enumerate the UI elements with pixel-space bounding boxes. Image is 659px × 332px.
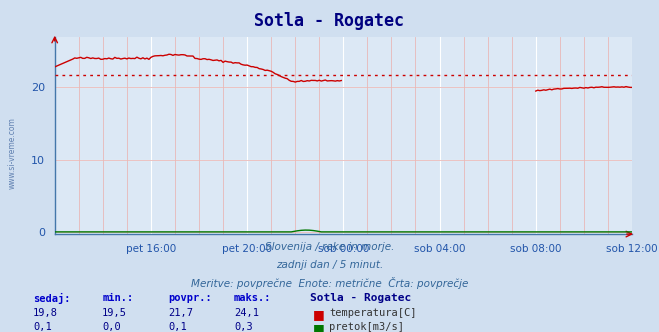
Text: 19,8: 19,8: [33, 308, 58, 318]
Text: maks.:: maks.:: [234, 293, 272, 303]
Text: Meritve: povprečne  Enote: metrične  Črta: povprečje: Meritve: povprečne Enote: metrične Črta:…: [191, 277, 468, 289]
Text: 0,1: 0,1: [33, 322, 51, 332]
Text: min.:: min.:: [102, 293, 133, 303]
Text: pretok[m3/s]: pretok[m3/s]: [330, 322, 405, 332]
Text: ■: ■: [313, 322, 325, 332]
Text: 0,3: 0,3: [234, 322, 252, 332]
Text: Slovenija / reke in morje.: Slovenija / reke in morje.: [265, 242, 394, 252]
Text: povpr.:: povpr.:: [168, 293, 212, 303]
Text: sedaj:: sedaj:: [33, 293, 71, 304]
Text: Sotla - Rogatec: Sotla - Rogatec: [254, 12, 405, 30]
Text: ■: ■: [313, 308, 325, 321]
Text: 19,5: 19,5: [102, 308, 127, 318]
Text: temperatura[C]: temperatura[C]: [330, 308, 417, 318]
Text: 21,7: 21,7: [168, 308, 193, 318]
Text: 24,1: 24,1: [234, 308, 259, 318]
Text: Sotla - Rogatec: Sotla - Rogatec: [310, 293, 411, 303]
Text: 0,1: 0,1: [168, 322, 186, 332]
Text: zadnji dan / 5 minut.: zadnji dan / 5 minut.: [276, 260, 383, 270]
Text: 0,0: 0,0: [102, 322, 121, 332]
Text: www.si-vreme.com: www.si-vreme.com: [8, 117, 17, 189]
